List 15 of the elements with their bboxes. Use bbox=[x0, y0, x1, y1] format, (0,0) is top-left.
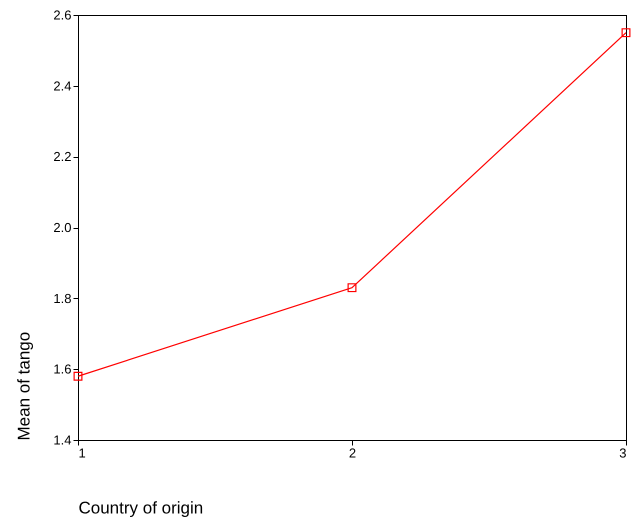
x-tick-label: 3 bbox=[619, 446, 626, 460]
y-tick-label: 2.0 bbox=[53, 220, 72, 235]
y-tick-label: 1.6 bbox=[53, 362, 72, 377]
y-axis-title: Mean of tango bbox=[14, 332, 34, 440]
point bbox=[74, 372, 82, 381]
point bbox=[622, 28, 630, 38]
y-tick-label: 2.6 bbox=[53, 8, 72, 22]
y-tick-label: 1.8 bbox=[53, 290, 72, 306]
point bbox=[348, 283, 356, 292]
x-axis-title: Country of origin bbox=[78, 498, 204, 518]
x-tick-label: 1 bbox=[78, 446, 86, 460]
y-tick-label: 2.4 bbox=[53, 78, 72, 94]
y-tick-label: 2.2 bbox=[53, 149, 72, 164]
x-tick-label: 2 bbox=[348, 446, 356, 460]
y-tick-label: 1.4 bbox=[53, 432, 72, 448]
